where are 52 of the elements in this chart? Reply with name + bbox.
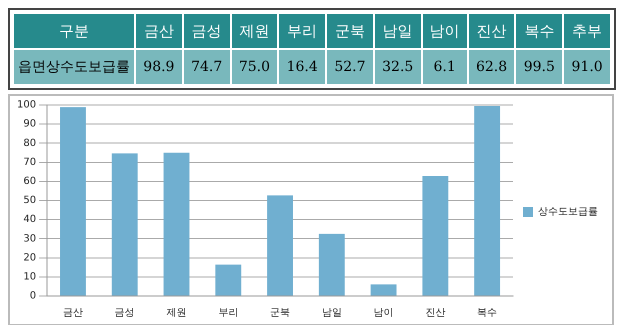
bar bbox=[215, 264, 242, 296]
data-label: 16.4 bbox=[278, 49, 326, 85]
x-tick-label: 제원 bbox=[166, 308, 187, 319]
bar bbox=[164, 152, 190, 296]
x-tick-label: 복수 bbox=[477, 308, 498, 319]
category-label: 제원 bbox=[230, 13, 278, 49]
data-label: 75.0 bbox=[230, 49, 278, 85]
category-label: 군북 bbox=[326, 13, 374, 49]
category-label: 남일 bbox=[374, 13, 422, 49]
category-label: 남이 bbox=[422, 13, 468, 49]
y-tick-label: 10 bbox=[23, 271, 36, 282]
x-tick-label: 부리 bbox=[218, 308, 238, 319]
bar bbox=[370, 284, 397, 296]
category-label: 추부 bbox=[563, 13, 611, 49]
bar bbox=[474, 106, 500, 296]
x-tick-label: 금산 bbox=[62, 308, 83, 319]
data-label: 32.5 bbox=[374, 49, 422, 85]
series-label: 읍면상수도보급률 bbox=[13, 49, 135, 85]
y-tick-label: 80 bbox=[23, 138, 36, 149]
x-tick-label: 진산 bbox=[425, 308, 446, 319]
y-tick-label: 0 bbox=[30, 290, 36, 302]
text: 구분 bbox=[13, 13, 135, 49]
data-label: 74.7 bbox=[182, 49, 231, 85]
data-label: 99.5 bbox=[515, 49, 564, 85]
y-tick-label: 50 bbox=[23, 195, 36, 206]
data-label: 91.0 bbox=[563, 49, 611, 85]
y-tick-label: 60 bbox=[23, 176, 36, 187]
y-tick-label: 90 bbox=[23, 118, 36, 130]
bar bbox=[112, 153, 138, 296]
category-label: 금산 bbox=[135, 13, 183, 49]
bar bbox=[60, 107, 86, 296]
y-tick-label: 100 bbox=[16, 100, 36, 111]
category-label: 진산 bbox=[468, 13, 516, 49]
category-label: 복수 bbox=[515, 13, 564, 49]
x-tick-label: 남일 bbox=[322, 308, 342, 319]
y-tick-label: 40 bbox=[23, 214, 36, 226]
y-tick-label: 70 bbox=[23, 156, 36, 168]
category-label: 부리 bbox=[278, 13, 326, 49]
data-label: 52.7 bbox=[326, 49, 374, 85]
x-tick-label: 남이 bbox=[374, 308, 394, 319]
data-label: 98.9 bbox=[135, 49, 183, 85]
data-label: 62.8 bbox=[468, 49, 516, 85]
y-tick-label: 30 bbox=[23, 233, 36, 244]
category-label: 금성 bbox=[182, 13, 231, 49]
bar bbox=[318, 234, 345, 296]
y-tick-label: 20 bbox=[23, 252, 36, 264]
x-tick-label: 군북 bbox=[270, 308, 290, 319]
x-tick-label: 금성 bbox=[114, 308, 135, 319]
data-label: 6.1 bbox=[422, 49, 468, 85]
bar bbox=[267, 195, 293, 296]
bar bbox=[422, 176, 448, 296]
legend-label: 상수도보급률 bbox=[538, 206, 598, 218]
